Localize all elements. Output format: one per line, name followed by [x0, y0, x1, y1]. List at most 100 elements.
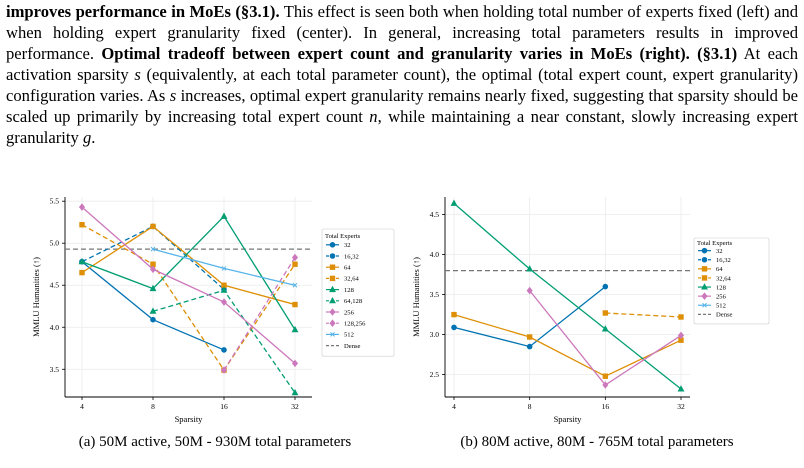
y-tick-label: 4.0	[430, 250, 440, 259]
marker	[220, 286, 228, 293]
marker	[329, 285, 336, 293]
text-run: s	[134, 65, 141, 84]
marker	[526, 334, 533, 340]
paragraph: improves performance in MoEs (§3.1). Thi…	[6, 1, 798, 148]
legend-label: Dense	[344, 343, 361, 350]
y-tick-label: 2.5	[430, 370, 440, 379]
series-line	[81, 225, 225, 290]
marker	[150, 316, 156, 323]
marker	[292, 301, 298, 308]
legend-label: 32	[716, 248, 723, 255]
marker	[677, 331, 685, 340]
y-tick-label: 5.5	[50, 197, 60, 206]
legend-label: 128	[344, 287, 355, 294]
marker	[150, 223, 156, 230]
marker	[526, 286, 533, 295]
marker	[292, 282, 298, 288]
x-tick-label: 8	[528, 402, 532, 411]
series-line	[453, 202, 682, 390]
text-run: g	[82, 128, 92, 147]
marker	[221, 266, 227, 271]
marker	[329, 319, 336, 328]
text-run: (equivalently, at each total parameter c…	[6, 65, 798, 105]
marker	[450, 199, 458, 206]
marker	[150, 246, 156, 252]
marker	[220, 212, 228, 219]
legend-box	[321, 228, 395, 357]
marker	[221, 347, 227, 353]
text-run: At each activation sparsity	[6, 44, 798, 84]
text-run: improves performance in MoEs (§3.1).	[6, 2, 280, 21]
legend-label: 32,64	[344, 276, 360, 283]
x-tick-label: 16	[602, 402, 610, 411]
text-run: Optimal tradeoff between expert count an…	[101, 44, 738, 63]
marker	[220, 366, 228, 374]
legend-label: 512	[344, 332, 354, 339]
y-tick-label: 3.5	[430, 290, 440, 299]
marker	[149, 265, 157, 274]
legend-box	[693, 237, 770, 325]
legend-title: Total Experts	[697, 240, 733, 247]
series-line	[81, 224, 296, 372]
y-tick-label: 4.5	[430, 210, 440, 219]
marker	[602, 310, 609, 316]
series-line	[223, 257, 296, 371]
text-run: This effect is seen both when holding to…	[6, 2, 799, 63]
text-run: n	[369, 107, 378, 126]
marker	[451, 311, 457, 318]
marker	[701, 247, 708, 254]
y-axis-label: MMLU Humanities (↑)	[31, 257, 41, 337]
marker	[329, 264, 336, 270]
y-tick-label: 4.5	[50, 281, 60, 290]
legend-label: 64,128	[344, 298, 363, 305]
x-tick-label: 8	[151, 402, 155, 411]
marker	[526, 343, 533, 350]
marker	[329, 242, 336, 248]
series-line	[81, 206, 296, 364]
y-tick-label: 5.0	[50, 239, 60, 248]
legend-label: 32,64	[716, 275, 732, 282]
marker	[292, 261, 298, 267]
text-run: s	[169, 86, 177, 105]
marker	[79, 222, 85, 228]
legend-label: 128,256	[344, 321, 366, 328]
series-line	[81, 215, 296, 331]
marker	[78, 203, 86, 211]
legend-label: 64	[716, 266, 723, 273]
marker	[602, 381, 609, 389]
marker	[329, 296, 336, 304]
marker	[701, 283, 708, 290]
legend-label: 512	[716, 303, 726, 310]
text-run: increases, optimal expert granularity re…	[6, 86, 798, 126]
marker	[701, 256, 708, 263]
legend-label: 128	[716, 284, 727, 291]
marker	[79, 269, 85, 276]
marker	[330, 332, 335, 337]
caption: (a) 50M active, 50M - 930M total paramet…	[79, 434, 352, 450]
x-tick-label: 32	[291, 402, 299, 411]
marker	[291, 325, 299, 333]
y-tick-label: 4.0	[50, 323, 60, 332]
x-axis-label: Sparsity	[175, 414, 204, 424]
legend-title: Total Experts	[325, 233, 361, 240]
y-axis-label: MMLU Humanities (↑)	[411, 257, 421, 337]
series-line	[605, 312, 682, 318]
legend-label: 256	[344, 309, 355, 316]
marker	[291, 253, 299, 262]
chart: 2.5 3.0 3.5 4.0 4.5 4 8 16 32 Sparsity MMLU Humani…	[411, 197, 770, 450]
marker	[220, 298, 228, 306]
marker	[602, 283, 609, 290]
marker	[291, 388, 299, 396]
series-line	[453, 313, 682, 377]
marker	[149, 284, 157, 292]
text-run: , while maintaining a near constant, slo…	[6, 107, 798, 147]
x-axis-label: Sparsity	[554, 414, 583, 424]
marker	[291, 359, 299, 368]
y-tick-label: 3.0	[430, 330, 440, 339]
marker	[451, 324, 457, 331]
caption: (b) 80M active, 80M - 765M total paramet…	[460, 434, 733, 450]
marker	[602, 373, 609, 379]
marker	[678, 314, 684, 320]
